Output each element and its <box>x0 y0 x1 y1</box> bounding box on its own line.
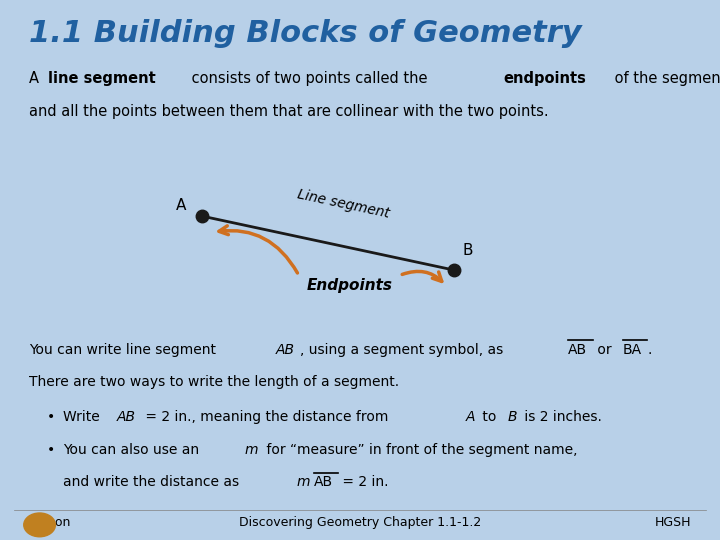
Text: You can write line segment: You can write line segment <box>29 343 220 357</box>
Text: BA: BA <box>623 343 642 357</box>
Text: B: B <box>508 410 517 424</box>
Text: endpoints: endpoints <box>503 71 586 86</box>
Text: = 2 in., meaning the distance from: = 2 in., meaning the distance from <box>141 410 392 424</box>
Text: AB: AB <box>117 410 135 424</box>
Text: There are two ways to write the length of a segment.: There are two ways to write the length o… <box>29 375 399 389</box>
Text: You can also use an: You can also use an <box>63 443 204 457</box>
Text: •: • <box>47 410 55 424</box>
Text: or: or <box>593 343 616 357</box>
Text: line segment: line segment <box>48 71 156 86</box>
Text: Endpoints: Endpoints <box>306 278 392 293</box>
Text: B: B <box>462 243 473 258</box>
Text: m: m <box>296 475 310 489</box>
Text: •: • <box>47 443 55 457</box>
Text: Discovering Geometry Chapter 1.1-1.2: Discovering Geometry Chapter 1.1-1.2 <box>239 516 481 529</box>
Text: of the segment: of the segment <box>610 71 720 86</box>
Text: and write the distance as: and write the distance as <box>63 475 244 489</box>
Text: and all the points between them that are collinear with the two points.: and all the points between them that are… <box>29 104 549 119</box>
Text: .: . <box>647 343 652 357</box>
Text: 1.1 Building Blocks of Geometry: 1.1 Building Blocks of Geometry <box>29 19 582 48</box>
Text: , using a segment symbol, as: , using a segment symbol, as <box>300 343 508 357</box>
Text: Write: Write <box>63 410 104 424</box>
Text: Line segment: Line segment <box>296 187 391 220</box>
Text: A: A <box>466 410 475 424</box>
Text: A: A <box>176 198 186 213</box>
Circle shape <box>24 513 55 537</box>
Text: is 2 inches.: is 2 inches. <box>520 410 601 424</box>
Text: AB: AB <box>314 475 333 489</box>
Text: AB: AB <box>568 343 588 357</box>
Text: AB: AB <box>276 343 294 357</box>
Text: JRLeon: JRLeon <box>29 516 71 529</box>
Text: HGSH: HGSH <box>654 516 691 529</box>
Text: consists of two points called the: consists of two points called the <box>186 71 432 86</box>
Text: A: A <box>29 71 43 86</box>
Text: = 2 in.: = 2 in. <box>338 475 389 489</box>
Text: m: m <box>245 443 258 457</box>
Text: to: to <box>478 410 501 424</box>
Text: for “measure” in front of the segment name,: for “measure” in front of the segment na… <box>262 443 577 457</box>
